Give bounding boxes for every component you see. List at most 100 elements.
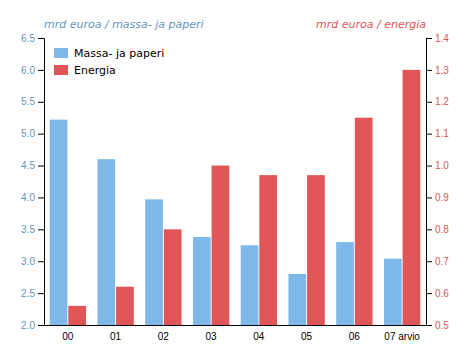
- tick-mark: [426, 261, 432, 262]
- bar: [288, 274, 306, 325]
- tick: 07 arvio: [384, 331, 420, 342]
- tick: 5.0: [21, 128, 44, 139]
- tick: 0.6: [426, 288, 449, 299]
- legend-item: Massa- ja paperi: [54, 47, 164, 60]
- bar: [355, 118, 373, 325]
- tick-label: 0.9: [435, 192, 449, 203]
- tick-label: 07 arvio: [384, 331, 420, 342]
- legend-label: Massa- ja paperi: [74, 47, 164, 60]
- legend-swatch: [54, 65, 68, 75]
- tick-mark: [426, 229, 432, 230]
- tick: 01: [110, 331, 122, 342]
- tick: 3.5: [21, 224, 44, 235]
- legend-label: Energia: [74, 64, 116, 77]
- bar: [68, 306, 86, 325]
- bar: [50, 120, 68, 325]
- bar: [116, 287, 134, 325]
- bar: [97, 159, 115, 325]
- tick-mark: [426, 197, 432, 198]
- tick-mark: [38, 134, 44, 135]
- tick-mark: [426, 102, 432, 103]
- bars: [50, 70, 421, 325]
- tick: 5.5: [21, 96, 44, 107]
- y-axis-title: mrd euroa / massa- ja paperi: [44, 18, 204, 31]
- chart: 2.02.53.03.54.04.55.05.56.06.50.50.60.70…: [0, 0, 470, 355]
- tick-mark: [38, 166, 44, 167]
- tick-label: 1.4: [435, 33, 449, 44]
- tick-label: 3.0: [21, 256, 35, 267]
- series-bars: [68, 70, 420, 325]
- bar: [259, 175, 277, 325]
- tick: 02: [158, 331, 170, 342]
- tick: 0.7: [426, 256, 449, 267]
- tick-label: 4.0: [21, 192, 35, 203]
- tick-mark: [38, 293, 44, 294]
- tick-label: 2.0: [21, 320, 35, 331]
- tick-label: 00: [62, 331, 74, 342]
- tick: 2.0: [21, 320, 44, 331]
- tick-mark: [38, 102, 44, 103]
- tick: 00: [62, 331, 74, 342]
- tick: 1.2: [426, 96, 449, 107]
- tick-label: 1.3: [435, 65, 449, 76]
- tick: 04: [253, 331, 265, 342]
- tick-label: 5.0: [21, 128, 35, 139]
- plot: 2.02.53.03.54.04.55.05.56.06.50.50.60.70…: [21, 33, 449, 355]
- y2-axis: 0.5 0.6 0.7 0.8 0.9 1.0 1.1 1.2 1.3 1.4: [426, 33, 449, 331]
- tick-label: 0.8: [435, 224, 449, 235]
- tick-mark: [38, 325, 44, 326]
- tick: 06: [349, 331, 361, 342]
- tick: 3.0: [21, 256, 44, 267]
- tick-label: 04: [253, 331, 265, 342]
- tick: 1.3: [426, 65, 449, 76]
- tick-label: 5.5: [21, 96, 35, 107]
- bar: [212, 166, 230, 325]
- tick-mark: [426, 293, 432, 294]
- tick: 05: [301, 331, 313, 342]
- bar: [145, 199, 163, 325]
- tick-label: 01: [110, 331, 122, 342]
- tick-mark: [426, 325, 432, 326]
- tick-mark: [426, 134, 432, 135]
- tick-mark: [38, 38, 44, 39]
- tick: 6.0: [21, 65, 44, 76]
- bar: [403, 70, 421, 325]
- tick-mark: [38, 197, 44, 198]
- y2-axis-title: mrd euroa / energia: [316, 18, 426, 31]
- tick: 0.5: [426, 320, 449, 331]
- tick: 4.5: [21, 160, 44, 171]
- tick-label: 2.5: [21, 288, 35, 299]
- tick-mark: [38, 261, 44, 262]
- tick-label: 06: [349, 331, 361, 342]
- tick-label: 3.5: [21, 224, 35, 235]
- tick: 03: [206, 331, 218, 342]
- tick-mark: [426, 38, 432, 39]
- tick-label: 6.5: [21, 33, 35, 44]
- legend-item: Energia: [54, 64, 116, 77]
- tick: 0.9: [426, 192, 449, 203]
- tick: 1.0: [426, 160, 449, 171]
- tick-label: 4.5: [21, 160, 35, 171]
- axis-line: [45, 325, 427, 326]
- tick: 1.1: [426, 128, 449, 139]
- tick: 6.5: [21, 33, 44, 44]
- tick-mark: [38, 229, 44, 230]
- bar: [241, 245, 259, 325]
- tick: 1.4: [426, 33, 449, 44]
- tick-label: 6.0: [21, 65, 35, 76]
- axis-line: [427, 39, 433, 326]
- bar: [336, 242, 354, 325]
- tick: 0.8: [426, 224, 449, 235]
- legend-swatch: [54, 48, 68, 58]
- tick-label: 0.5: [435, 320, 449, 331]
- tick-label: 0.6: [435, 288, 449, 299]
- tick-label: 05: [301, 331, 313, 342]
- bar: [164, 229, 182, 325]
- axis-line: [38, 39, 45, 326]
- tick: 4.0: [21, 192, 44, 203]
- tick-label: 0.7: [435, 256, 449, 267]
- tick: 2.5: [21, 288, 44, 299]
- bar: [193, 237, 211, 325]
- y-axis: 2.0 2.5 3.0 3.5 4.0 4.5 5.0 5.5 6.0 6.5: [21, 33, 44, 331]
- tick-label: 02: [158, 331, 170, 342]
